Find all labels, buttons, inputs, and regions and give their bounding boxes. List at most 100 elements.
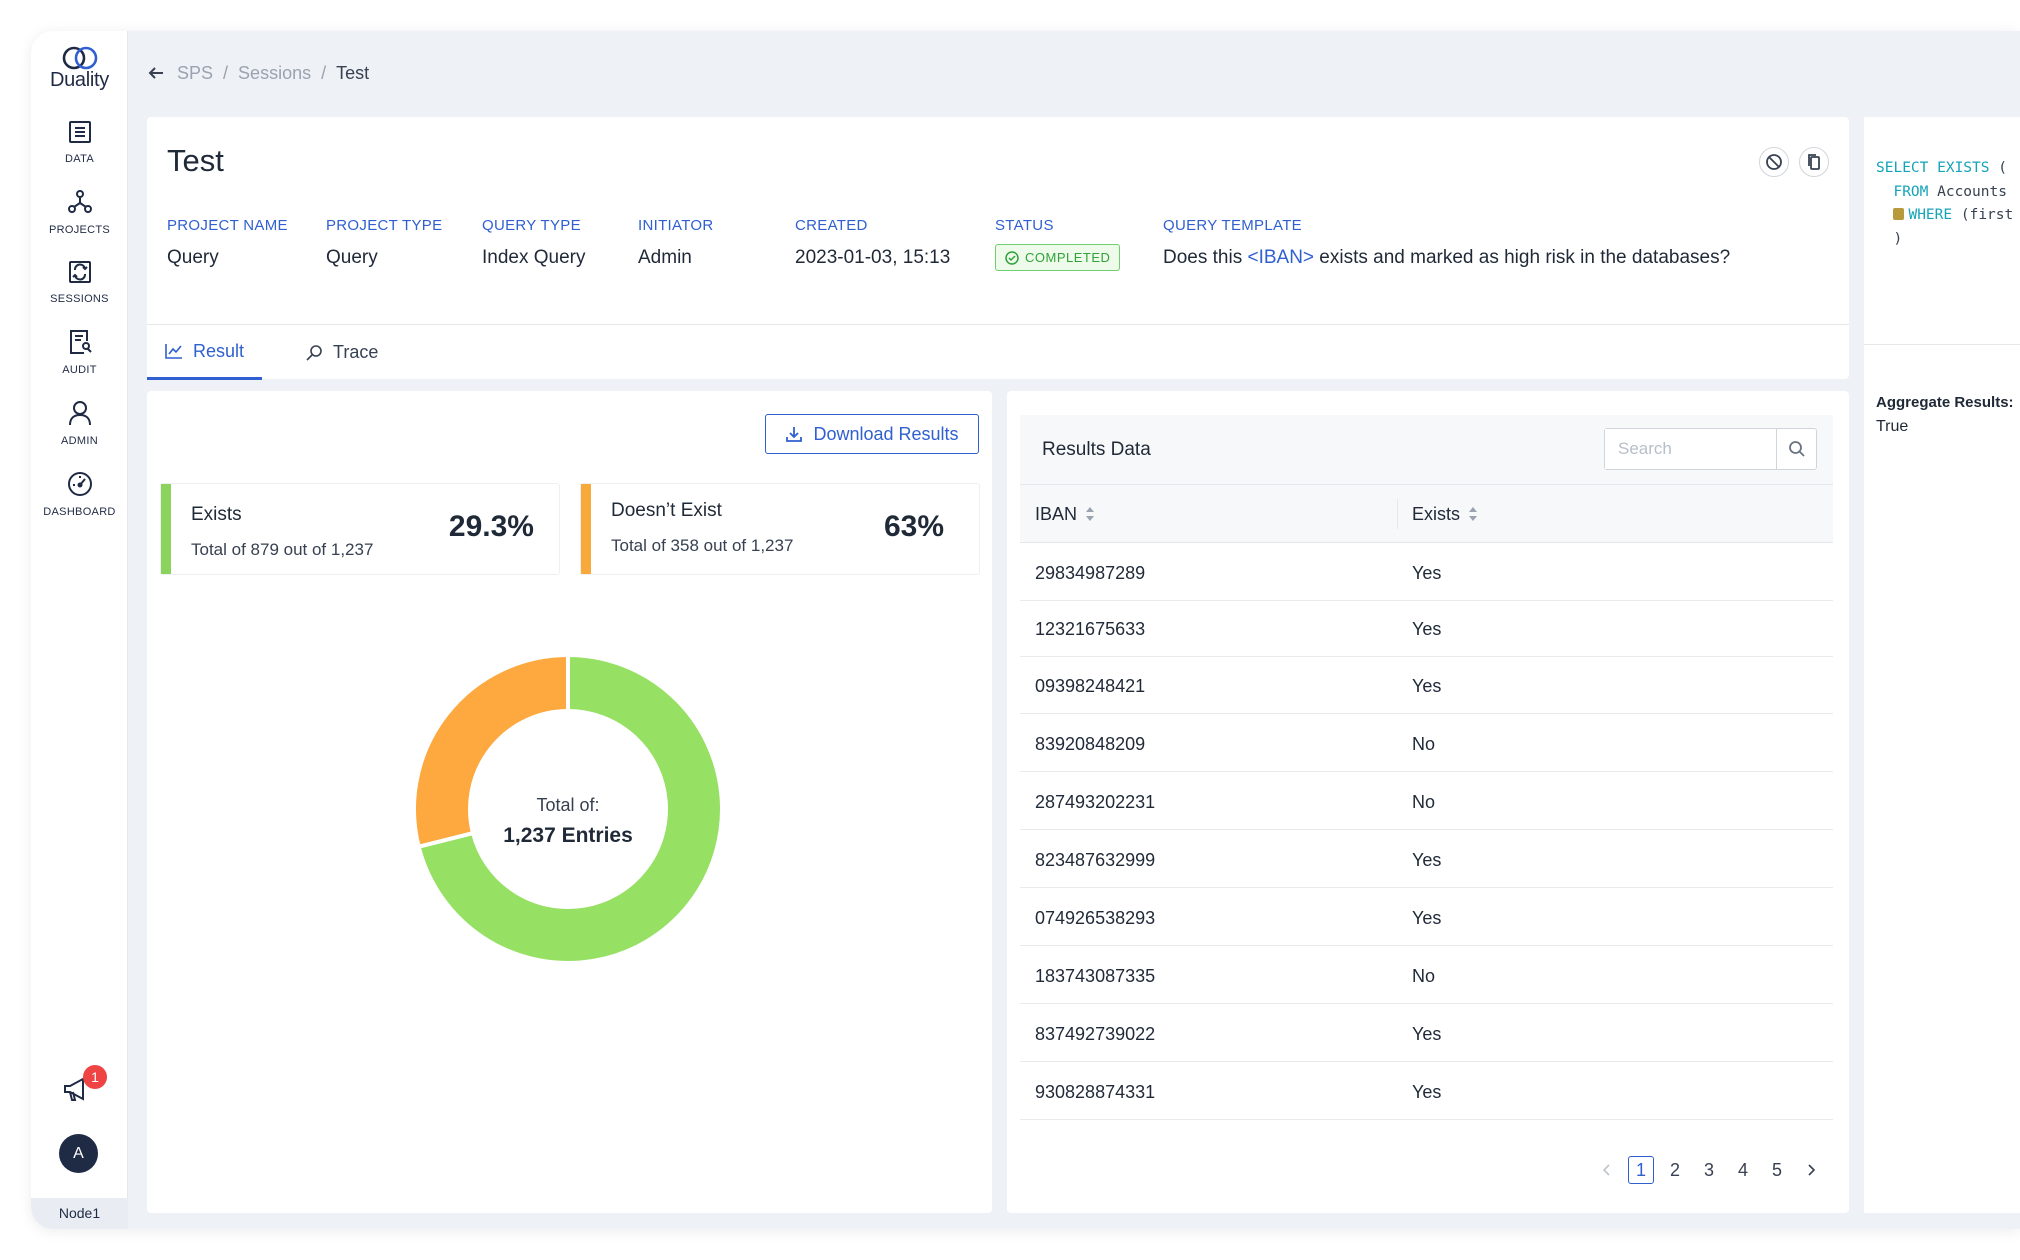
code-text: (first <box>1952 207 2014 223</box>
nav-item-data[interactable]: DATA <box>31 119 128 165</box>
pagination-prev-button[interactable] <box>1594 1156 1620 1184</box>
stat-title: Doesn’t Exist <box>611 500 722 521</box>
download-results-button[interactable]: Download Results <box>765 414 979 454</box>
tabs: Result Trace <box>147 324 1849 380</box>
back-button[interactable] <box>147 64 165 82</box>
breadcrumb-sps[interactable]: SPS <box>177 62 214 83</box>
nav-label-admin: ADMIN <box>61 435 98 447</box>
admin-icon <box>68 401 91 426</box>
breadcrumb-current: Test <box>336 62 370 83</box>
nav-item-admin[interactable]: ADMIN <box>31 399 128 447</box>
download-label: Download Results <box>813 423 959 444</box>
donut-slice-exists[interactable] <box>416 653 724 965</box>
node-label: Node1 <box>31 1198 128 1229</box>
cell-iban: 09398248421 <box>1035 676 1146 696</box>
breadcrumb-sessions[interactable]: Sessions <box>238 62 312 83</box>
column-divider <box>1397 499 1398 529</box>
nav-item-projects[interactable]: PROJECTS <box>31 188 128 236</box>
avatar[interactable]: A <box>59 1134 98 1173</box>
notifications-button[interactable]: 1 <box>61 1065 107 1109</box>
block-icon <box>1766 154 1782 170</box>
stat-subtitle: Total of 879 out of 1,237 <box>191 540 374 559</box>
column-label: IBAN <box>1035 503 1078 524</box>
cell-iban: 837492739022 <box>1035 1024 1156 1044</box>
table-row[interactable]: 12321675633 Yes <box>1020 599 1833 657</box>
search-input[interactable] <box>1605 429 1776 469</box>
nav-item-sessions[interactable]: SESSIONS <box>31 259 128 305</box>
tab-trace[interactable]: Trace <box>287 325 396 380</box>
cell-iban: 930828874331 <box>1035 1082 1156 1102</box>
search-button[interactable] <box>1776 429 1816 469</box>
download-icon <box>786 427 803 442</box>
tab-result[interactable]: Result <box>147 325 263 380</box>
query-code: SELECT EXISTS ( FROM Accounts WHERE (fir… <box>1876 157 2013 251</box>
nav-item-dashboard[interactable]: DASHBOARD <box>31 470 128 518</box>
stat-title: Exists <box>191 504 242 525</box>
projects-icon <box>67 190 92 213</box>
table-row[interactable]: 930828874331 Yes <box>1020 1062 1833 1120</box>
donut-center-line2: 1,237 Entries <box>503 824 633 847</box>
results-data-header: Results Data <box>1020 415 1833 485</box>
copy-button[interactable] <box>1799 147 1829 177</box>
table-row[interactable]: 29834987289 Yes <box>1020 543 1833 601</box>
table-row[interactable]: 09398248421 Yes <box>1020 656 1833 714</box>
cell-iban: 29834987289 <box>1035 563 1146 583</box>
pagination: 1 2 3 4 5 <box>1594 1156 1824 1184</box>
dashboard-icon <box>67 472 92 496</box>
donut-slice-not-exists[interactable] <box>412 653 570 850</box>
table-row[interactable]: 823487632999 Yes <box>1020 830 1833 888</box>
chevron-left-icon <box>1602 1164 1610 1176</box>
table-row[interactable]: 074926538293 Yes <box>1020 888 1833 946</box>
code-keyword: FROM <box>1893 183 1929 200</box>
data-icon <box>68 121 91 143</box>
meta-label: QUERY TYPE <box>482 217 581 234</box>
query-template-prefix: Does this <box>1163 247 1248 268</box>
aggregate-results-value: True <box>1876 418 1909 435</box>
check-circle-icon <box>1005 250 1019 265</box>
pagination-page-2[interactable]: 2 <box>1669 1159 1680 1180</box>
trace-icon <box>306 344 322 361</box>
search-icon <box>1788 441 1805 457</box>
duality-logo[interactable]: Duality <box>31 45 128 92</box>
stat-percent: 63% <box>883 510 944 543</box>
query-side-panel: SELECT EXISTS ( FROM Accounts WHERE (fir… <box>1864 117 2020 1213</box>
cell-exists: Yes <box>1412 1082 1442 1102</box>
table-row[interactable]: 183743087335 No <box>1020 946 1833 1004</box>
cell-exists: Yes <box>1412 1024 1442 1044</box>
cell-exists: No <box>1412 792 1436 812</box>
table-row[interactable]: 287493202231 No <box>1020 772 1833 830</box>
sort-icon <box>1086 507 1095 521</box>
aggregate-results-label: Aggregate Results: <box>1876 394 2014 411</box>
pagination-page-4[interactable]: 4 <box>1737 1159 1748 1180</box>
meta-value: Query <box>326 247 378 268</box>
code-text: ( <box>1989 160 2007 176</box>
divider <box>1864 344 2020 345</box>
cell-iban: 287493202231 <box>1035 792 1156 812</box>
cancel-session-button[interactable] <box>1759 147 1789 177</box>
table-row[interactable]: 837492739022 Yes <box>1020 1004 1833 1062</box>
tab-label: Trace <box>333 342 379 362</box>
pagination-page-5[interactable]: 5 <box>1771 1159 1782 1180</box>
breadcrumb-separator: / <box>321 62 327 83</box>
pagination-next-button[interactable] <box>1798 1156 1824 1184</box>
meta-query-type: QUERY TYPE Index Query <box>482 217 586 269</box>
column-header-iban[interactable]: IBAN <box>1035 485 1095 543</box>
code-keyword: WHERE <box>1908 207 1953 223</box>
logo-mark-icon <box>62 46 97 70</box>
audit-icon <box>69 330 92 354</box>
meta-query-template: QUERY TEMPLATE Does this <IBAN> exists a… <box>1163 217 1730 269</box>
column-header-exists[interactable]: Exists <box>1412 485 1478 543</box>
cell-exists: Yes <box>1412 563 1442 583</box>
pagination-page-1[interactable]: 1 <box>1628 1156 1654 1184</box>
meta-value: Admin <box>638 247 692 268</box>
exists-color-bar <box>161 484 171 574</box>
breadcrumb-separator: / <box>223 62 229 83</box>
donut-chart <box>412 653 724 965</box>
nav-item-audit[interactable]: AUDIT <box>31 328 128 376</box>
meta-created: CREATED 2023-01-03, 15:13 <box>795 217 950 269</box>
table-row[interactable]: 83920848209 No <box>1020 714 1833 772</box>
results-data-panel: Results Data IBAN Exists 2983498728 <box>1007 391 1849 1213</box>
meta-value: 2023-01-03, 15:13 <box>795 247 951 268</box>
session-header-card: Test PROJECT NAME Query PROJECT TYPE Que… <box>147 117 1849 380</box>
pagination-page-3[interactable]: 3 <box>1703 1159 1714 1180</box>
